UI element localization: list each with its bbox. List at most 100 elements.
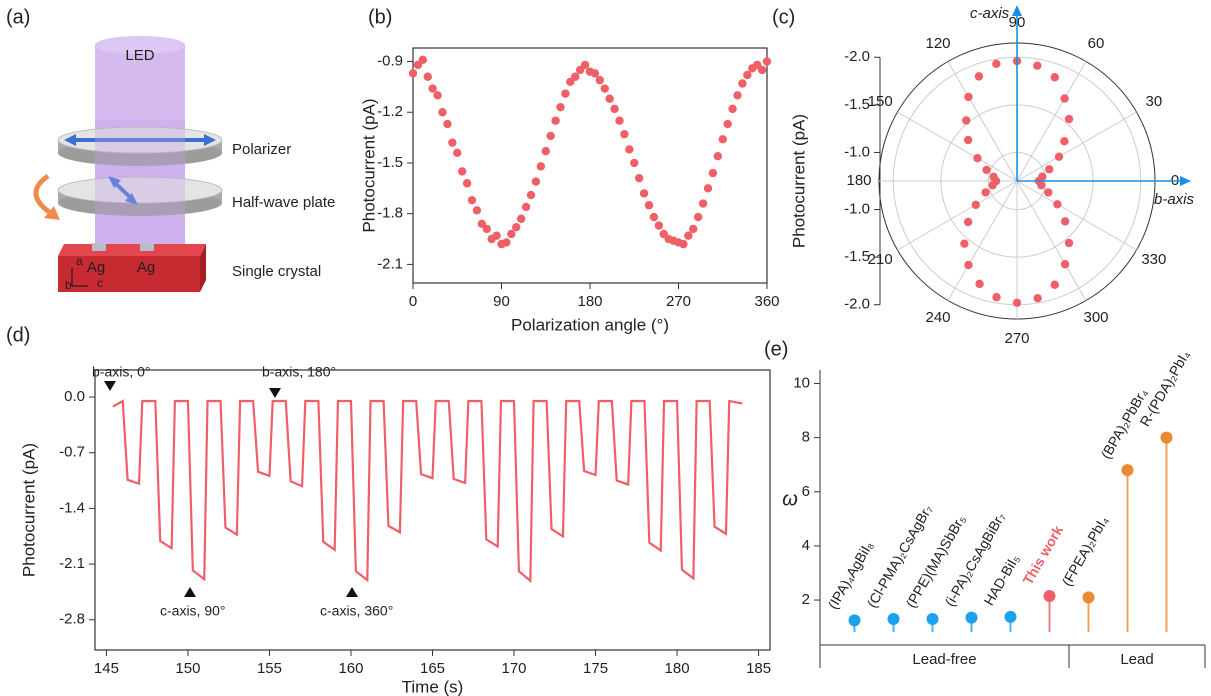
data-point — [472, 206, 482, 215]
data-point — [992, 59, 1001, 69]
theta-tick-label: 60 — [1088, 35, 1105, 52]
crystal-axis-label: c — [97, 276, 103, 290]
data-point — [1037, 181, 1046, 190]
plate-disc — [57, 176, 223, 204]
x-tick-label: 90 — [493, 293, 510, 310]
arrow-head — [125, 193, 138, 205]
x-tick-label: 150 — [175, 660, 200, 677]
grid-spoke — [1016, 180, 1137, 251]
data-point — [630, 158, 639, 168]
annotation: c-axis, 360° — [320, 603, 393, 619]
y-axis-title: Photocurrent (pA) — [359, 98, 378, 232]
data-point — [703, 184, 713, 193]
category-label: (FPEA)₂PbI₄ — [1058, 513, 1111, 589]
x-tick-label: 270 — [666, 293, 691, 310]
x-axis-title: Polarization angle (°) — [511, 315, 669, 334]
data-point — [536, 162, 546, 171]
data-point — [693, 212, 703, 222]
y-tick-label: 6 — [802, 483, 810, 500]
grid-spoke — [1016, 180, 1087, 301]
stem-dot — [926, 613, 939, 626]
plot-frame — [412, 47, 768, 284]
r-tick-label: -1.0 — [844, 143, 870, 160]
data-point — [1060, 137, 1069, 146]
x-tick-label: 165 — [420, 660, 445, 677]
data-point — [433, 91, 442, 100]
y-tick-label: -1.8 — [377, 205, 403, 222]
data-point — [541, 146, 550, 156]
theta-tick-label: 240 — [925, 309, 950, 326]
data-point — [973, 153, 982, 163]
stem-dot — [1043, 590, 1056, 603]
data-point — [733, 91, 742, 100]
component-label: Half-wave plate — [232, 194, 335, 211]
data-point — [684, 231, 693, 240]
data-point — [713, 152, 723, 161]
data-point — [467, 195, 477, 205]
data-point — [453, 148, 462, 158]
data-point — [418, 55, 428, 65]
data-point — [962, 116, 971, 125]
stem-dot — [965, 611, 978, 624]
data-point — [689, 224, 698, 234]
data-point — [492, 231, 501, 240]
data-point — [654, 221, 664, 230]
data-point — [1060, 260, 1070, 269]
theta-tick-label: 120 — [925, 35, 950, 52]
x-tick-label: 175 — [583, 660, 608, 677]
data-point — [1033, 61, 1042, 70]
grid-spoke — [1016, 61, 1087, 182]
data-point — [620, 130, 629, 139]
crystal-side — [200, 244, 206, 292]
data-point — [1050, 280, 1059, 289]
y-tick-label: -0.7 — [59, 444, 85, 461]
data-point — [516, 214, 526, 223]
theta-tick-label: 210 — [868, 251, 893, 268]
beam-overlay — [95, 120, 185, 245]
r-tick-label: -2.0 — [844, 296, 870, 313]
y-axis-title: ω — [782, 488, 798, 510]
y-tick-label: -2.8 — [59, 611, 85, 628]
panel-label: (e) — [764, 338, 788, 360]
data-point — [964, 92, 973, 102]
electrode-label: Ag — [137, 259, 155, 276]
stem-dot — [887, 613, 900, 626]
panel-label: (c) — [772, 6, 795, 28]
data-point — [1060, 94, 1069, 103]
data-point — [615, 116, 624, 125]
theta-tick-label: 300 — [1083, 309, 1108, 326]
r-tick-label: -1.0 — [844, 201, 870, 218]
data-point — [982, 165, 991, 175]
grid-spoke — [897, 180, 1018, 251]
data-point — [728, 104, 737, 114]
stem-dot — [1082, 591, 1095, 604]
y-tick-label: 8 — [802, 429, 810, 446]
arrow-head — [1180, 176, 1191, 186]
data-point — [964, 260, 973, 270]
group-label: Lead-free — [912, 651, 976, 668]
x-tick-label: 155 — [257, 660, 282, 677]
arrow-head — [108, 176, 121, 188]
data-point — [698, 199, 708, 208]
data-point — [644, 201, 654, 210]
data-point — [634, 173, 644, 183]
data-point — [649, 212, 659, 222]
theta-tick-label: 270 — [1004, 330, 1029, 347]
data-point — [963, 135, 973, 145]
data-point — [975, 279, 984, 289]
y-tick-label: 0.0 — [64, 388, 85, 405]
data-point — [1064, 114, 1074, 124]
electrode — [140, 243, 154, 251]
panel-label: (d) — [6, 324, 30, 346]
annotation-marker — [269, 388, 281, 398]
y-tick-label: 4 — [802, 537, 810, 554]
data-point — [595, 75, 605, 85]
grid-spoke — [897, 111, 1018, 182]
data-point — [600, 84, 609, 93]
data-point — [561, 89, 570, 98]
y-tick-label: -2.1 — [59, 555, 85, 572]
theta-tick-label: 180 — [846, 172, 871, 189]
y-tick-label: -1.2 — [377, 103, 403, 120]
